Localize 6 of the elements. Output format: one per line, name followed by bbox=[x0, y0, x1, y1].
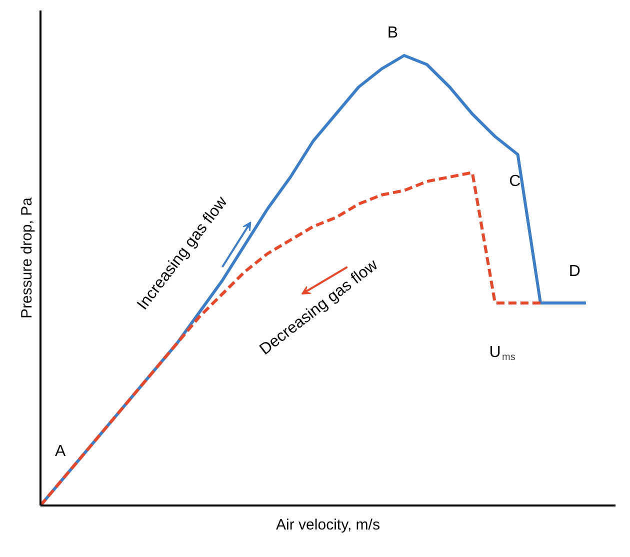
y-axis-title: Pressure drop, Pa bbox=[18, 196, 36, 318]
annotation: A bbox=[55, 443, 66, 460]
x-axis-title: Air velocity, m/s bbox=[276, 516, 380, 534]
annotation: C bbox=[509, 173, 521, 190]
annotation: D bbox=[568, 263, 580, 280]
text: B bbox=[387, 24, 398, 42]
